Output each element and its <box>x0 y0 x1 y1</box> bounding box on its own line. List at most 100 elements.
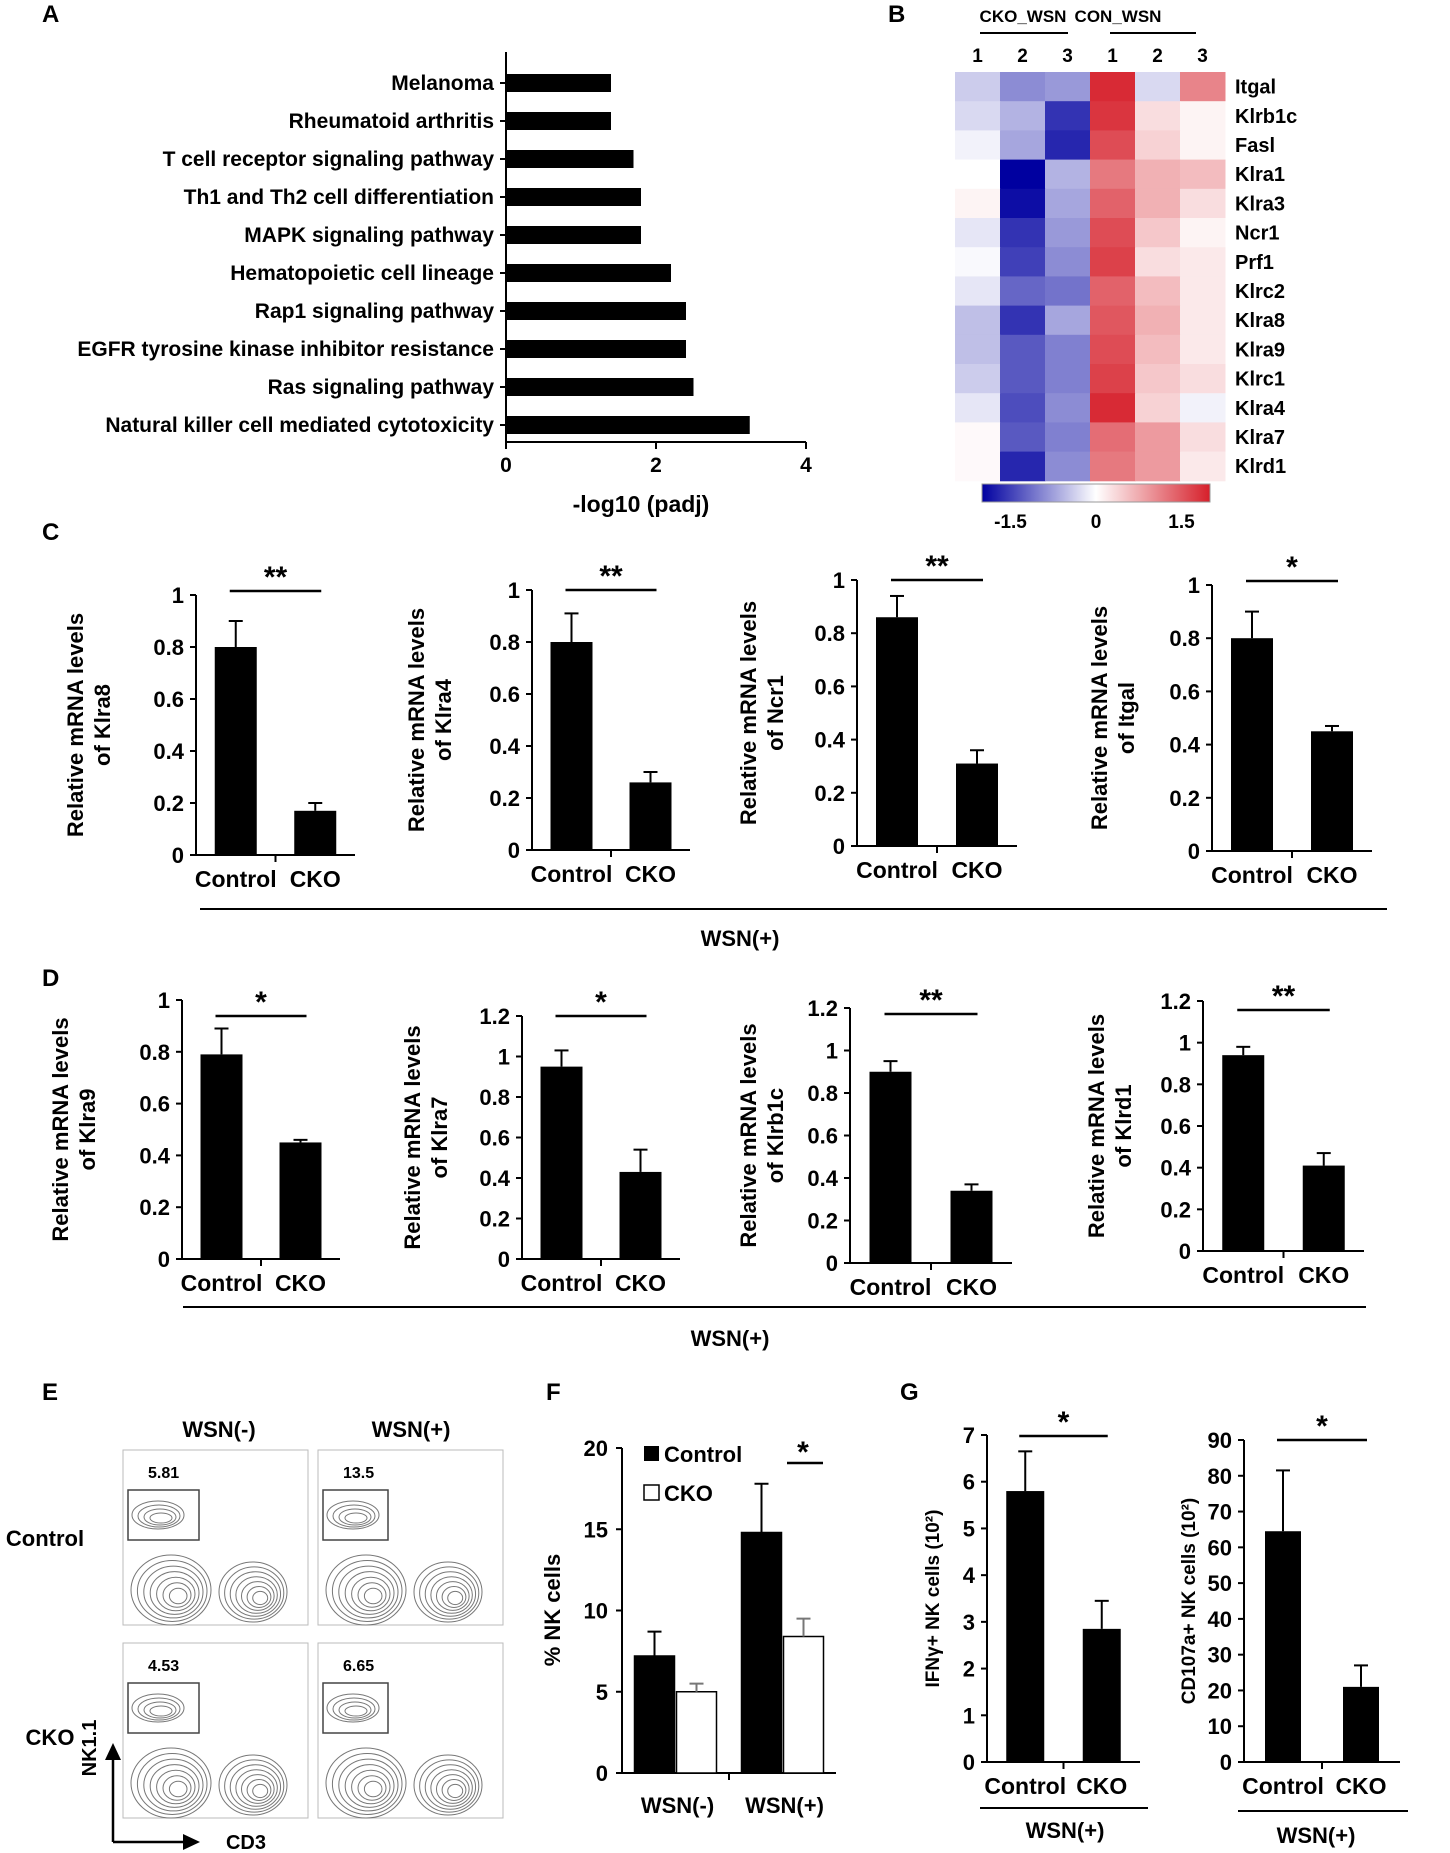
e-contour <box>344 1705 368 1717</box>
e-contour <box>131 1693 185 1723</box>
d2-category-label: CKO <box>615 1270 666 1296</box>
g2-ytick-label: 70 <box>1208 1500 1232 1525</box>
g1-ylabel: IFNγ+ NK cells (10²) <box>923 1510 944 1688</box>
d3-ytick-label: 1.2 <box>807 996 838 1021</box>
d1-sig-label: * <box>255 986 267 1019</box>
a-bar <box>506 226 641 244</box>
b-cell <box>1090 305 1136 336</box>
b-cell <box>1045 159 1091 190</box>
b-cell <box>1180 276 1226 307</box>
g1-ytick-label: 0 <box>963 1750 975 1775</box>
b-cell <box>1090 72 1136 102</box>
e-contour <box>252 1590 269 1606</box>
c1-bar <box>294 810 337 855</box>
e-contour <box>344 1764 395 1808</box>
e-contour <box>143 1701 177 1719</box>
d1-ytick-label: 0.2 <box>139 1195 170 1220</box>
b-group-label: CKO_WSN <box>980 7 1067 26</box>
c3-sig-label: ** <box>925 550 949 583</box>
c4-bar <box>1231 638 1273 851</box>
c1-ytick-label: 0.2 <box>153 791 184 816</box>
b-cell <box>955 101 1001 131</box>
e-contour <box>338 1701 372 1719</box>
e-contour <box>325 1554 407 1626</box>
c3-category-label: Control <box>856 857 938 883</box>
e-contour <box>156 1769 196 1805</box>
a-xtick-label: 0 <box>500 454 512 477</box>
b-column-label: 1 <box>1107 46 1118 67</box>
e-contour <box>168 1780 188 1798</box>
d1-ytick-label: 0 <box>158 1247 170 1272</box>
e-contour <box>332 1697 376 1721</box>
e-contour <box>332 1504 376 1528</box>
d2-ytick-label: 0.8 <box>479 1085 510 1110</box>
a-category-label: Natural killer cell mediated cytotoxicit… <box>105 414 494 437</box>
b-cell <box>1180 130 1226 161</box>
b-cell <box>1045 130 1091 161</box>
e-contour <box>149 1512 173 1524</box>
e-ylabel: NK1.1 <box>79 1720 101 1777</box>
f-ytick-label: 10 <box>584 1599 608 1624</box>
c1-ylabel: Relative mRNA levels <box>63 613 88 837</box>
d4-ytick-label: 0.2 <box>1160 1197 1191 1222</box>
e-gate <box>322 1682 389 1734</box>
b-cell <box>1045 218 1091 248</box>
c4-ytick-label: 0.4 <box>1169 733 1200 758</box>
d2-sig-label: * <box>595 986 607 1019</box>
b-cell <box>1180 393 1226 423</box>
b-cell <box>1045 422 1091 453</box>
e-contour <box>130 1747 212 1819</box>
b-row-label: Klrc1 <box>1235 369 1285 391</box>
a-category-label: Th1 and Th2 cell differentiation <box>184 186 494 209</box>
e-contour <box>351 1769 391 1805</box>
c1-category-label: CKO <box>290 866 341 892</box>
b-cell <box>1135 422 1181 453</box>
b-cell <box>1000 364 1046 394</box>
f-legend-swatch <box>643 1484 660 1501</box>
panel-a-chart: Melanoma Rheumatoid arthritis T cell recep… <box>77 52 812 517</box>
d4-ylabel: Relative mRNA levels <box>1084 1014 1109 1238</box>
e-contour <box>235 1576 278 1614</box>
e-contour <box>240 1774 275 1804</box>
b-column-label: 1 <box>972 46 983 67</box>
panel-b-heatmap: CKO_WSN CON_WSN 1 2 3 1 2 3 Itgal Klrb1c Fasl Klra1… <box>955 7 1297 533</box>
d4-bar <box>1302 1165 1345 1251</box>
f-bar <box>633 1655 676 1774</box>
b-cell <box>1090 393 1136 423</box>
b-cell <box>1135 247 1181 277</box>
panel-c-charts: 0 0.2 0.4 0.6 0.8 1 Control CKO ** Relative mRNA … <box>63 550 1387 910</box>
g2-ytick-label: 30 <box>1208 1643 1232 1668</box>
b-cell <box>1090 101 1136 131</box>
e-contour <box>441 1779 467 1801</box>
b-cell <box>1090 188 1136 219</box>
f-bar <box>740 1531 783 1774</box>
panel-g-charts: 0 1 2 3 4 5 6 7 Control CKO * IFNγ+ NK cells (10²) 0… <box>923 1406 1408 1812</box>
a-category-label: Ras signaling pathway <box>268 376 495 399</box>
c4-ylabel: Relative mRNA levels <box>1087 606 1112 830</box>
b-cell <box>1000 393 1046 423</box>
c2-ylabel: Relative mRNA levels <box>404 608 429 832</box>
d3-ylabel: Relative mRNA levels <box>736 1023 761 1247</box>
g1-ytick-label: 2 <box>963 1657 975 1682</box>
a-xlabel: -log10 (padj) <box>573 491 710 517</box>
d3-ytick-label: 0.8 <box>807 1081 838 1106</box>
e-contour <box>357 1775 387 1801</box>
d2-ytick-label: 0.6 <box>479 1126 510 1151</box>
g1-bar <box>1006 1491 1045 1762</box>
a-category-label: Melanoma <box>391 72 494 95</box>
b-row-label: Prf1 <box>1235 252 1274 274</box>
e-row-label: CKO <box>26 1725 75 1750</box>
b-cell <box>1135 159 1181 190</box>
b-cell <box>1180 159 1226 190</box>
e-contour <box>331 1753 403 1815</box>
b-column-label: 3 <box>1197 46 1208 67</box>
b-cell <box>1180 422 1226 453</box>
e-gate-percent: 5.81 <box>148 1465 179 1482</box>
g2-ylabel: CD107a+ NK cells (10²) <box>1179 1498 1200 1704</box>
d1-ytick-label: 0.8 <box>139 1040 170 1065</box>
e-plot-frame <box>317 1449 504 1626</box>
b-cell <box>1045 247 1091 277</box>
c4-category-label: Control <box>1211 862 1293 888</box>
b-cell <box>1135 451 1181 482</box>
